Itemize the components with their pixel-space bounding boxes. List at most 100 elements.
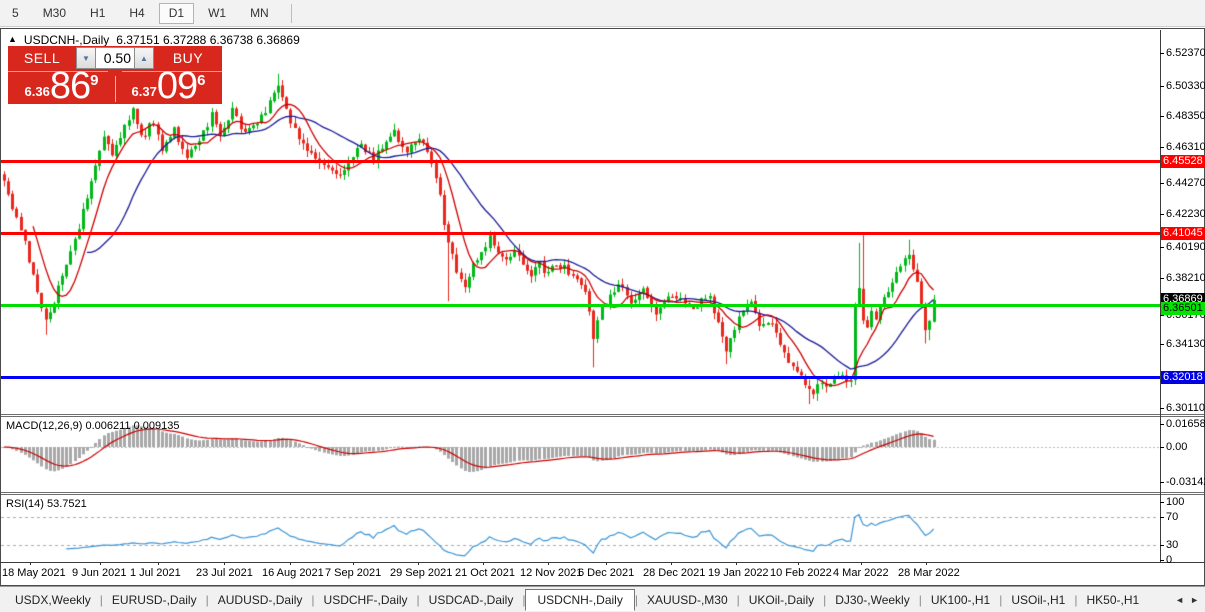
axis-tick (1160, 482, 1164, 483)
rsi-axis-label: 0 (1166, 554, 1173, 566)
chart-tab-audusd-daily[interactable]: AUDUSD-,Daily (217, 592, 303, 607)
date-axis-tick (548, 562, 549, 565)
price-axis-label: 6.40190 (1166, 241, 1205, 253)
date-axis-tick (418, 562, 419, 565)
axis-tick (1160, 424, 1164, 425)
date-axis-label: 28 Mar 2022 (898, 567, 960, 579)
axis-tick (1160, 315, 1164, 316)
price-axis-label: 6.34130 (1166, 338, 1205, 350)
panel-separator[interactable] (1, 492, 1204, 495)
tab-separator: | (99, 592, 103, 607)
macd-axis-label: 0.016586 (1166, 418, 1205, 430)
timeframe-button-h1[interactable]: H1 (90, 6, 106, 20)
axis-tick (1160, 147, 1164, 148)
date-axis-label: 7 Sep 2021 (325, 567, 382, 579)
buy-price-prefix: 6.37 (131, 84, 157, 99)
date-axis-tick (100, 562, 101, 565)
date-axis-tick (606, 562, 607, 565)
chart-tab-dj30-weekly[interactable]: DJ30-,Weekly (835, 592, 910, 607)
horizontal-level-line-6.36501[interactable] (1, 304, 1160, 307)
price-axis-label: 6.48350 (1166, 110, 1205, 122)
date-axis-label: 19 Jan 2022 (708, 567, 769, 579)
date-axis-tick (224, 562, 225, 565)
rsi-axis-label: 70 (1166, 511, 1179, 523)
date-axis-tick (861, 562, 862, 565)
date-axis-tick (926, 562, 927, 565)
one-click-trade-panel: SELL ▼ 0.50 ▲ BUY 6.36 86 9 6.37 09 6 (8, 46, 222, 107)
axis-tick (1160, 247, 1164, 248)
tab-separator: | (205, 592, 209, 607)
volume-increase-button[interactable]: ▲ (134, 47, 154, 69)
date-axis-label: 23 Jul 2021 (196, 567, 253, 579)
date-axis-label: 18 May 2021 (2, 567, 66, 579)
tab-scroll-right-icon[interactable]: ► (1190, 594, 1199, 605)
timeframe-toolbar: 5 M30 H1 H4 D1 W1 MN (0, 0, 1205, 27)
chart-tab-usdx-weekly[interactable]: USDX,Weekly (15, 592, 91, 607)
volume-input[interactable]: 0.50 (96, 47, 134, 69)
panel-separator[interactable] (1, 414, 1204, 417)
sell-button[interactable]: SELL (23, 50, 61, 66)
axis-tick (1160, 447, 1164, 448)
date-axis-tick (353, 562, 354, 565)
toolbar-separator (290, 3, 292, 23)
timeframe-button-w1[interactable]: W1 (208, 6, 227, 20)
chart-tab-ukoil-daily[interactable]: UKOil-,Daily (748, 592, 815, 607)
axis-tick (1160, 517, 1164, 518)
tab-scroll-left-icon[interactable]: ◄ (1175, 594, 1185, 605)
date-axis-label: 1 Jul 2021 (130, 567, 181, 579)
chart-tab-xauusd-m30[interactable]: XAUUSD-,M30 (646, 592, 728, 607)
date-axis-label: 21 Oct 2021 (455, 567, 515, 579)
macd-indicator-canvas[interactable] (1, 418, 1159, 492)
tab-separator: | (1074, 592, 1078, 607)
axis-tick (1160, 116, 1164, 117)
chart-tab-hk50-h1[interactable]: HK50-,H1 (1086, 592, 1140, 607)
trade-divider (8, 71, 108, 72)
price-axis-label: 6.42230 (1166, 208, 1205, 220)
timeframe-button-5[interactable]: 5 (12, 6, 19, 20)
date-axis-tick (158, 562, 159, 565)
date-axis-tick (483, 562, 484, 565)
chart-tab-eurusd-daily[interactable]: EURUSD-,Daily (111, 592, 197, 607)
buy-button[interactable]: BUY (172, 50, 204, 66)
sell-price-big: 86 (49, 64, 91, 107)
tab-separator: | (999, 592, 1003, 607)
date-axis-tick (671, 562, 672, 565)
chart-tab-usdcad-daily[interactable]: USDCAD-,Daily (428, 592, 514, 607)
chart-tab-usdchf-daily[interactable]: USDCHF-,Daily (323, 592, 408, 607)
horizontal-level-line-6.45528[interactable] (1, 160, 1160, 163)
sell-price-display[interactable]: 6.36 86 9 (8, 64, 115, 107)
price-axis-label: 6.38210 (1166, 272, 1205, 284)
macd-axis-label: -0.03142 (1166, 476, 1205, 488)
date-axis-label: 10 Feb 2022 (770, 567, 832, 579)
timeframe-button-h4[interactable]: H4 (129, 6, 145, 20)
axis-tick (1160, 278, 1164, 279)
buy-price-display[interactable]: 6.37 09 6 (115, 67, 222, 105)
timeframe-button-d1[interactable]: D1 (158, 2, 195, 24)
chart-tab-uk100-h1[interactable]: UK100-,H1 (930, 592, 991, 607)
date-axis-label: 28 Dec 2021 (643, 567, 706, 579)
rsi-indicator-canvas[interactable] (1, 496, 1159, 562)
date-axis-tick (30, 562, 31, 565)
tab-separator: | (311, 592, 315, 607)
horizontal-level-line-6.32018[interactable] (1, 376, 1160, 379)
date-axis-label: 16 Aug 2021 (262, 567, 324, 579)
tab-separator: | (522, 592, 526, 607)
price-axis-label: 6.52370 (1166, 47, 1205, 59)
axis-tick (1160, 545, 1164, 546)
chart-tab-usoil-h1[interactable]: USOil-,H1 (1011, 592, 1066, 607)
axis-tick (1160, 86, 1164, 87)
axis-tick (1160, 408, 1164, 409)
chart-tab-usdcnh-daily[interactable]: USDCNH-,Daily (525, 588, 635, 611)
timeframe-button-m30[interactable]: M30 (42, 6, 67, 20)
macd-axis-label: 0.00 (1166, 441, 1188, 453)
volume-decrease-button[interactable]: ▼ (76, 47, 96, 69)
price-axis-label: 6.46310 (1166, 141, 1205, 153)
timeframe-button-mn[interactable]: MN (250, 6, 269, 20)
rsi-axis-label: 100 (1166, 496, 1185, 508)
trade-divider (122, 71, 222, 72)
date-axis-label: 12 Nov 2021 (520, 567, 583, 579)
axis-tick (1160, 560, 1164, 561)
horizontal-level-line-6.41045[interactable] (1, 232, 1160, 235)
date-axis-label: 4 Mar 2022 (833, 567, 889, 579)
price-axis-label: 6.50330 (1166, 80, 1205, 92)
